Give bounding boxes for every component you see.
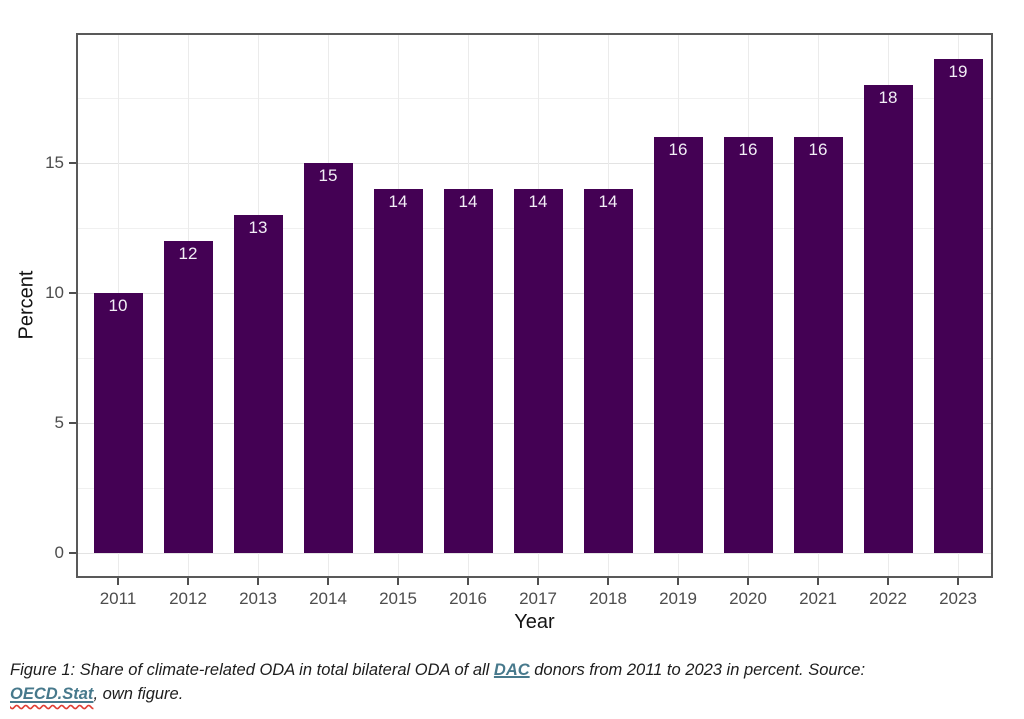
bar bbox=[653, 137, 703, 553]
oecd-stat-link[interactable]: OECD.Stat bbox=[10, 685, 94, 703]
x-tick-mark bbox=[117, 578, 119, 585]
x-tick-mark bbox=[887, 578, 889, 585]
x-tick-mark bbox=[257, 578, 259, 585]
x-tick-mark bbox=[187, 578, 189, 585]
x-tick-label: 2020 bbox=[729, 589, 767, 608]
x-tick-mark bbox=[747, 578, 749, 585]
bar bbox=[583, 189, 633, 553]
x-tick-mark bbox=[607, 578, 609, 585]
bar bbox=[793, 137, 843, 553]
y-tick-label: 10 bbox=[45, 283, 64, 302]
bar bbox=[723, 137, 773, 553]
y-tick-label: 0 bbox=[54, 543, 64, 562]
bar-value-label: 16 bbox=[808, 140, 828, 159]
bar bbox=[303, 163, 353, 553]
x-tick-mark bbox=[677, 578, 679, 585]
y-tick-label: 5 bbox=[54, 413, 64, 432]
y-axis-title: Percent bbox=[15, 270, 38, 340]
figure-caption: Figure 1: Share of climate-related ODA i… bbox=[10, 658, 1016, 706]
x-tick-mark bbox=[327, 578, 329, 585]
bar-value-label: 19 bbox=[948, 62, 968, 81]
x-tick-label: 2016 bbox=[449, 589, 487, 608]
bar-value-label: 14 bbox=[388, 192, 408, 211]
bar bbox=[373, 189, 423, 553]
x-tick-mark bbox=[957, 578, 959, 585]
bar bbox=[933, 59, 983, 553]
x-tick-label: 2019 bbox=[659, 589, 697, 608]
y-tick-mark bbox=[69, 422, 76, 424]
x-tick-label: 2018 bbox=[589, 589, 627, 608]
bar bbox=[233, 215, 283, 553]
x-tick-label: 2011 bbox=[99, 589, 137, 608]
spellcheck-squiggle: OECD.Stat bbox=[10, 685, 93, 703]
x-tick-label: 2012 bbox=[169, 589, 207, 608]
bar bbox=[513, 189, 563, 553]
h-gridline-major bbox=[78, 553, 991, 554]
x-tick-mark bbox=[467, 578, 469, 585]
caption-text-2: donors from 2011 to 2023 in percent. Sou… bbox=[529, 661, 866, 679]
bar-value-label: 13 bbox=[248, 218, 268, 237]
bar-value-label: 18 bbox=[878, 88, 898, 107]
bar bbox=[443, 189, 493, 553]
bar-value-label: 10 bbox=[108, 296, 128, 315]
bar bbox=[863, 85, 913, 553]
bar-value-label: 16 bbox=[738, 140, 758, 159]
plot-panel: 10 12 13 15 14 14 14 14 16 16 16 18 19 bbox=[76, 33, 993, 578]
x-tick-label: 2013 bbox=[239, 589, 277, 608]
bar-value-label: 14 bbox=[598, 192, 618, 211]
x-tick-label: 2017 bbox=[519, 589, 557, 608]
bar bbox=[163, 241, 213, 553]
x-tick-mark bbox=[817, 578, 819, 585]
x-tick-mark bbox=[537, 578, 539, 585]
y-tick-mark bbox=[69, 552, 76, 554]
x-tick-label: 2015 bbox=[379, 589, 417, 608]
caption-text-1: Figure 1: Share of climate-related ODA i… bbox=[10, 661, 494, 679]
bar-value-label: 15 bbox=[318, 166, 338, 185]
x-tick-label: 2023 bbox=[939, 589, 977, 608]
x-tick-label: 2021 bbox=[799, 589, 837, 608]
h-gridline-minor bbox=[78, 98, 991, 99]
bar-value-label: 14 bbox=[528, 192, 548, 211]
x-axis-title: Year bbox=[514, 611, 555, 633]
caption-text-3: , own figure. bbox=[93, 685, 184, 703]
x-tick-mark bbox=[397, 578, 399, 585]
bar-value-label: 14 bbox=[458, 192, 478, 211]
bar-value-label: 16 bbox=[668, 140, 688, 159]
bar-value-label: 12 bbox=[178, 244, 198, 263]
y-tick-mark bbox=[69, 292, 76, 294]
x-tick-label: 2014 bbox=[309, 589, 347, 608]
dac-link[interactable]: DAC bbox=[493, 661, 530, 679]
y-tick-mark bbox=[69, 162, 76, 164]
y-tick-label: 15 bbox=[45, 153, 64, 172]
bar bbox=[93, 293, 143, 553]
h-gridline-major bbox=[78, 163, 991, 164]
x-tick-label: 2022 bbox=[869, 589, 907, 608]
